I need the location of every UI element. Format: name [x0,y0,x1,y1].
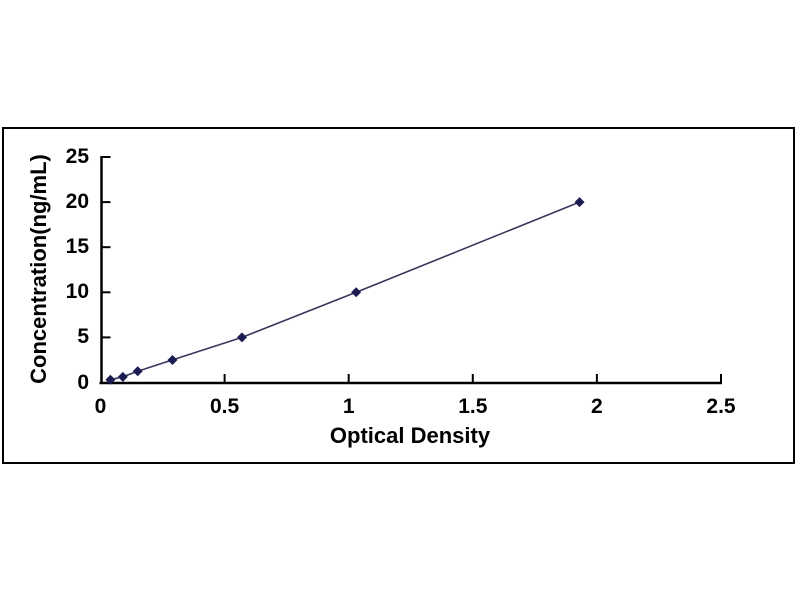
data-point-marker [117,371,128,382]
data-point-marker [574,197,585,208]
x-axis-tick-label: 0.5 [209,395,240,418]
x-axis-tick-label: 2.5 [706,395,736,418]
data-point-marker [236,332,247,343]
x-axis-tick-label: 2 [591,395,603,418]
x-axis-tick-label: 1 [342,395,355,418]
y-axis-tick-label: 20 [65,190,89,214]
y-axis-tick-label: 25 [65,145,89,168]
data-point-marker [105,374,116,385]
y-axis-tick-label: 5 [77,325,89,349]
y-axis-tick-label: 10 [65,280,89,304]
curve-line [110,201,580,381]
y-axis-tick-label: 0 [77,370,89,394]
data-point-marker [132,366,143,377]
y-axis-tick-label: 15 [65,235,89,259]
data-point-marker [167,354,178,365]
y-axis-title: Concentration(ng/mL) [26,154,51,384]
chart-frame [2,127,795,464]
x-axis-title: Optical Density [329,423,491,448]
data-point-marker [351,287,362,298]
x-axis-tick-label: 1.5 [458,395,488,418]
x-axis-tick-label: 0 [94,395,107,418]
